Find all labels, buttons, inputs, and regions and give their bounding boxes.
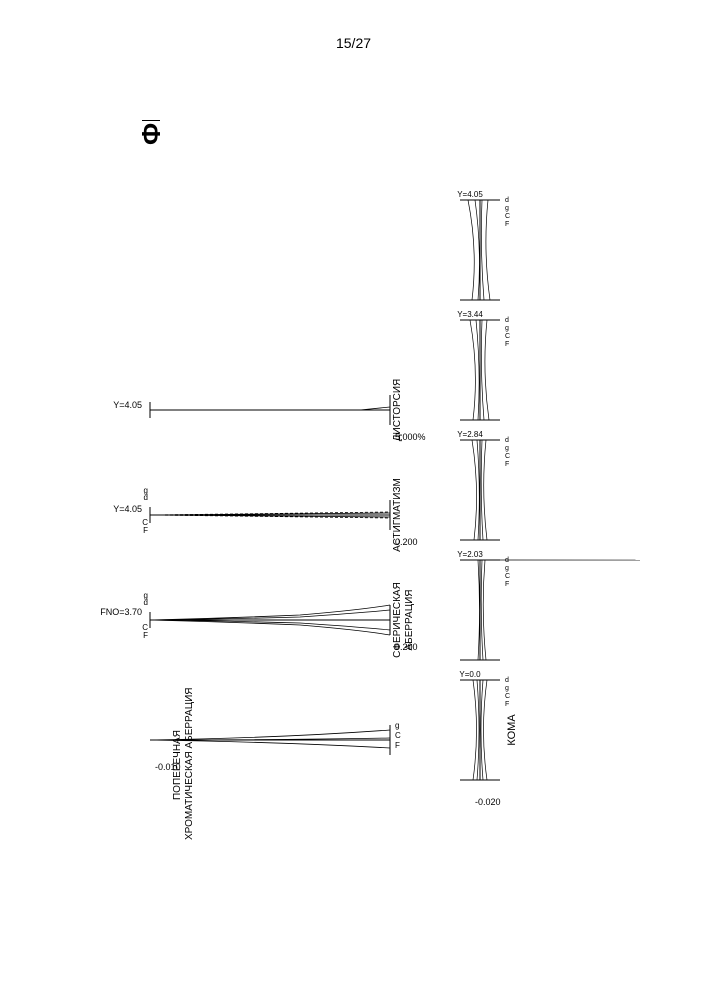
svg-text:g: g xyxy=(505,565,509,572)
astigmatism-chart: Y=4.05 d g C F 0.200 АСТИГМАТИЗМ xyxy=(113,478,417,552)
lateral-title-1: ПОПЕРЕЧНАЯ xyxy=(172,730,183,800)
svg-text:g: g xyxy=(505,445,509,452)
lateral-title-2: ХРОМАТИЧЕСКАЯ АБЕРРАЦИЯ xyxy=(184,687,195,840)
distortion-title: ДИСТОРСИЯ xyxy=(392,379,403,441)
svg-text:d: d xyxy=(505,437,509,444)
svg-text:F: F xyxy=(143,526,148,535)
spherical-title-2: АБЕРРАЦИЯ xyxy=(404,589,415,650)
svg-text:F: F xyxy=(505,461,509,468)
svg-text:C: C xyxy=(505,453,510,460)
svg-text:g: g xyxy=(505,205,509,212)
svg-text:g: g xyxy=(144,486,148,495)
svg-text:d: d xyxy=(505,557,509,564)
figure-content: ФИГ.11A FNO=3.70 d g C F 0.200 СФЕРИЧЕСК… xyxy=(80,120,640,860)
coma-y-3: Y=2.03 xyxy=(457,550,483,559)
coma-y-2: Y=2.84 xyxy=(457,430,483,439)
lateral-chromatic-chart: g C F -0.010 ПОПЕРЕЧНАЯ ХРОМАТИЧЕСКАЯ АБ… xyxy=(150,687,401,840)
svg-text:C: C xyxy=(505,573,510,580)
svg-text:F: F xyxy=(505,581,509,588)
distortion-header: Y=4.05 xyxy=(113,400,142,410)
svg-text:g: g xyxy=(144,591,148,600)
spherical-header: FNO=3.70 xyxy=(100,607,142,617)
coma-chart: Y=4.05 d g C F Y=3.44 d g C F xyxy=(457,190,640,807)
svg-text:g: g xyxy=(395,721,399,730)
distortion-chart: Y=4.05 5.000% ДИСТОРСИЯ xyxy=(113,379,425,442)
coma-title: КОМА xyxy=(506,714,518,746)
svg-text:C: C xyxy=(505,213,510,220)
coma-y-4: Y=0.0 xyxy=(459,670,481,679)
svg-text:d: d xyxy=(505,677,509,684)
aberration-diagrams: ФИГ.11A FNO=3.70 d g C F 0.200 СФЕРИЧЕСК… xyxy=(80,120,640,860)
spherical-title-1: СФЕРИЧЕСКАЯ xyxy=(392,582,403,658)
astigmatism-title: АСТИГМАТИЗМ xyxy=(392,478,403,552)
coma-y-0: Y=4.05 xyxy=(457,190,483,199)
figure-title: ФИГ.11A xyxy=(136,120,166,145)
svg-text:C: C xyxy=(395,731,401,740)
svg-text:d: d xyxy=(505,317,509,324)
svg-text:g: g xyxy=(505,325,509,332)
spherical-aberration-chart: FNO=3.70 d g C F 0.200 СФЕРИЧЕСКАЯ АБЕРР… xyxy=(100,582,417,658)
svg-text:F: F xyxy=(505,221,509,228)
coma-xtick: -0.020 xyxy=(475,797,501,807)
svg-text:C: C xyxy=(505,693,510,700)
coma-y-1: Y=3.44 xyxy=(457,310,483,319)
astigmatism-header: Y=4.05 xyxy=(113,504,142,514)
svg-text:g: g xyxy=(505,685,509,692)
svg-text:F: F xyxy=(395,741,400,750)
svg-text:C: C xyxy=(505,333,510,340)
svg-text:F: F xyxy=(505,701,509,708)
page-number: 15/27 xyxy=(336,35,371,51)
svg-text:F: F xyxy=(505,341,509,348)
svg-text:F: F xyxy=(143,631,148,640)
svg-text:d: d xyxy=(505,197,509,204)
